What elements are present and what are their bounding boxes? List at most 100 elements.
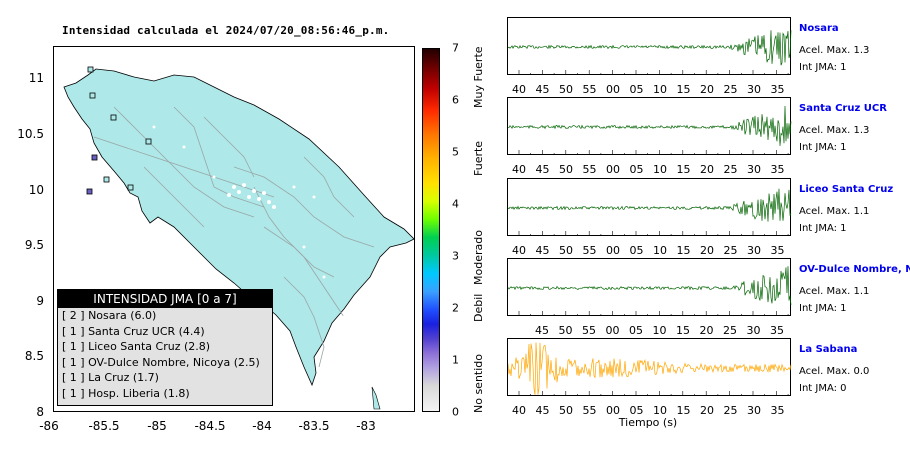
time-tick-label: 05 — [629, 404, 644, 417]
time-tick-label: 10 — [653, 404, 667, 417]
seismogram-panel — [507, 17, 792, 75]
colorbar-tick: 6 — [452, 93, 459, 107]
time-tick-label: 35 — [770, 163, 785, 176]
legend-row: [ 1 ] OV-Dulce Nombre, Nicoya (2.5) — [62, 355, 260, 369]
colorbar-label: Muy Fuerte — [472, 46, 485, 108]
legend-row: [ 2 ] Nosara (6.0) — [62, 309, 157, 322]
time-tick-label: 35 — [770, 324, 784, 337]
station-markers — [86, 66, 152, 195]
station-name[interactable]: OV-Dulce Nombre, Nico — [799, 264, 910, 275]
seismogram-panel — [507, 258, 792, 316]
colorbar-tick: 3 — [452, 249, 459, 263]
map-title: Intensidad calculada el 2024/07/20_08:56… — [62, 24, 390, 37]
station-name[interactable]: La Sabana — [799, 344, 858, 355]
waveform — [508, 342, 792, 396]
colorbar-tick: 2 — [452, 301, 459, 315]
time-tick-label: 10 — [653, 163, 667, 176]
time-tick-label: 55 — [582, 244, 597, 257]
colorbar-tick: 5 — [452, 145, 459, 159]
city-markers — [152, 125, 346, 319]
time-tick-label: 50 — [559, 83, 573, 96]
station-name[interactable]: Santa Cruz UCR — [799, 103, 887, 114]
colorbar-label: Moderado — [472, 230, 485, 285]
time-tick-label: 25 — [723, 324, 737, 337]
map-x-tick: -84.5 — [194, 419, 226, 433]
time-tick-label: 55 — [582, 324, 596, 337]
costa-rica-map — [63, 66, 414, 410]
station-accel: Acel. Max. 1.1 — [799, 286, 870, 297]
time-tick-label: 20 — [700, 163, 714, 176]
time-tick-label: 05 — [629, 244, 644, 257]
legend-row: [ 1 ] Hosp. Liberia (1.8) — [62, 386, 190, 400]
time-tick-labels: 40 45 50 55 00 05 10 15 20 25 30 35 — [507, 83, 791, 97]
colorbar-tick: 0 — [452, 405, 459, 419]
time-tick-labels: 40 45 50 55 00 05 10 15 20 25 30 35 — [507, 404, 791, 418]
time-tick-label: 50 — [559, 244, 573, 257]
map-x-tick: -83 — [356, 419, 376, 433]
station-jma: Int JMA: 1 — [799, 303, 847, 314]
waveform-trace — [508, 105, 792, 146]
time-tick-label: 45 — [535, 324, 549, 337]
time-tick-label: 40 — [512, 404, 526, 417]
map-y-tick: 9.5 — [24, 238, 44, 252]
time-tick-label: 35 — [770, 83, 785, 96]
time-tick-label: 45 — [535, 244, 550, 257]
road-network — [93, 106, 375, 368]
time-tick-label: 30 — [746, 324, 761, 337]
map-x-tick: -83.5 — [298, 419, 330, 433]
station-jma: Int JMA: 1 — [799, 62, 847, 73]
time-tick-label: 40 — [512, 244, 526, 257]
time-tick-label: 20 — [700, 244, 714, 257]
station-accel: Acel. Max. 1.1 — [799, 206, 870, 217]
time-tick-label: 40 — [512, 163, 526, 176]
time-tick-label: 00 — [606, 83, 620, 96]
colorbar-label: Debil — [472, 293, 485, 322]
station-name[interactable]: Nosara — [799, 23, 839, 34]
colorbar-label: Fuerte — [472, 140, 485, 176]
station-jma: Int JMA: 0 — [799, 383, 847, 394]
time-tick-label: 30 — [747, 163, 761, 176]
intensity-legend: INTENSIDAD JMA [0 a 7] [ 2 ] Nosara (6.0… — [57, 289, 273, 406]
time-axis-label: Tiempo (s) — [618, 416, 678, 429]
time-tick-label: 35 — [770, 404, 785, 417]
colorbar-tick: 1 — [452, 353, 459, 367]
seismogram-panel — [507, 97, 792, 155]
time-tick-label: 15 — [676, 83, 691, 96]
time-tick-labels: 40 45 50 55 00 05 10 15 20 25 30 35 — [507, 163, 791, 177]
map-x-tick: -85.5 — [88, 419, 120, 433]
map-y-tick: 9 — [36, 294, 44, 308]
map-y-tick: 10.5 — [17, 127, 44, 141]
colorbar-tick: 7 — [452, 41, 459, 55]
time-tick-label: 00 — [606, 244, 620, 257]
time-tick-label: 40 — [512, 83, 526, 96]
time-tick-label: 00 — [606, 404, 620, 417]
time-tick-label: 30 — [747, 83, 761, 96]
intensity-colorbar — [422, 48, 440, 412]
time-tick-label: 15 — [676, 404, 691, 417]
time-tick-label: 30 — [747, 404, 761, 417]
station-jma: Int JMA: 1 — [799, 223, 847, 234]
station-name[interactable]: Liceo Santa Cruz — [799, 184, 894, 195]
map-y-tick: 8 — [36, 405, 44, 419]
time-tick-label: 05 — [629, 324, 643, 337]
time-tick-label: 25 — [723, 163, 738, 176]
time-tick-label: 50 — [559, 404, 573, 417]
time-tick-label: 15 — [676, 163, 691, 176]
time-tick-label: 25 — [723, 404, 738, 417]
costa-rica-landmass — [63, 68, 414, 387]
time-tick-label: 00 — [605, 324, 620, 337]
map-x-tick: -85 — [147, 419, 167, 433]
time-tick-label: 25 — [723, 244, 738, 257]
time-tick-label: 00 — [606, 163, 620, 176]
waveform-trace — [508, 342, 792, 395]
time-tick-label: 55 — [582, 83, 597, 96]
time-tick-label: 20 — [700, 404, 714, 417]
station-jma: Int JMA: 1 — [799, 142, 847, 153]
waveform — [508, 188, 792, 236]
time-tick-label: 45 — [535, 83, 550, 96]
legend-rows: [ 2 ] Nosara (6.0) [ 1 ] Santa Cruz UCR (… — [58, 308, 272, 401]
map-x-tick: -86 — [39, 419, 59, 433]
station-accel: Acel. Max. 1.3 — [799, 45, 870, 56]
waveform — [508, 266, 792, 316]
seismogram-panel — [507, 338, 792, 396]
